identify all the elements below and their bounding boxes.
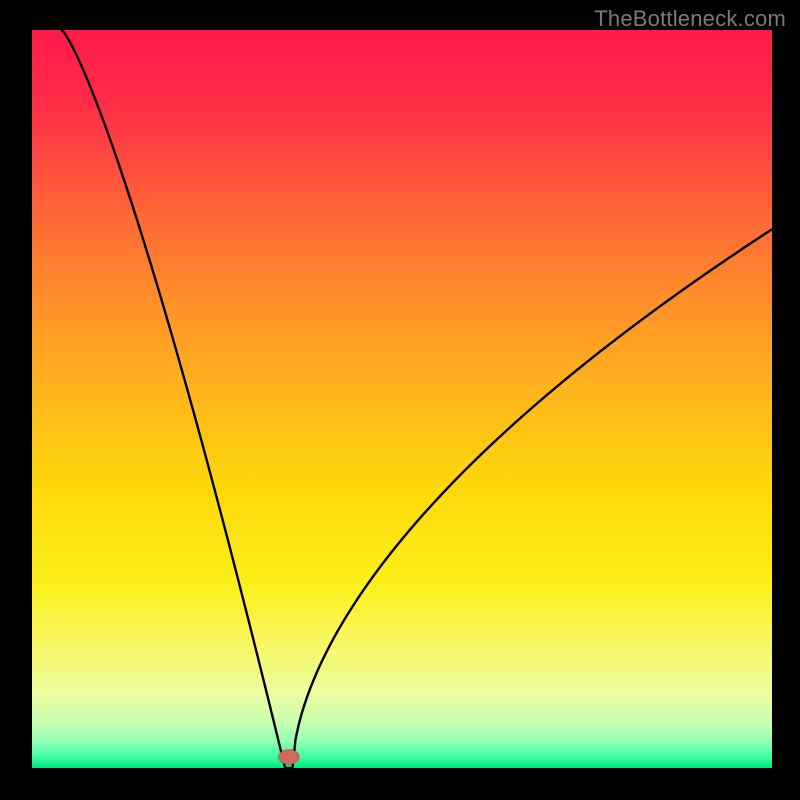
chart-svg	[32, 30, 772, 768]
chart-frame: TheBottleneck.com	[0, 0, 800, 800]
watermark-text: TheBottleneck.com	[594, 6, 786, 32]
plot-area	[32, 30, 772, 768]
chart-background	[32, 30, 772, 768]
trough-marker	[278, 750, 299, 765]
